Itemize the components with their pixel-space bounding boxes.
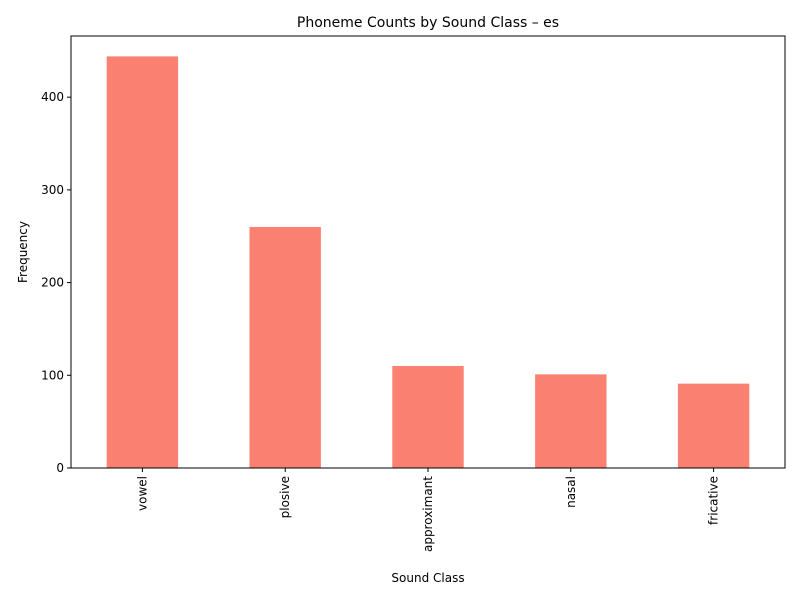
- bar-vowel: [106, 56, 179, 469]
- bar-approximant: [392, 366, 464, 468]
- bar-plosive: [249, 226, 321, 468]
- bar-fricative: [677, 383, 750, 468]
- y-tick-label: 200: [41, 276, 64, 290]
- y-tick-label: 400: [41, 90, 64, 104]
- x-axis-ticks: vowel plosive approximant nasal fricative: [135, 468, 721, 552]
- x-tick-label: nasal: [564, 476, 578, 508]
- x-tick-label: approximant: [421, 476, 435, 552]
- x-tick-label: vowel: [135, 476, 149, 511]
- y-axis-label: Frequency: [16, 221, 30, 283]
- bar-nasal: [535, 374, 607, 468]
- y-axis-ticks: 0 100 200 300 400: [41, 90, 71, 475]
- plot-frame: [70, 35, 786, 469]
- y-tick-label: 100: [41, 368, 64, 382]
- bars-group: [106, 56, 750, 469]
- y-tick-label: 300: [41, 183, 64, 197]
- x-tick-label: fricative: [707, 476, 721, 525]
- y-tick-label: 0: [56, 461, 64, 475]
- chart-title: Phoneme Counts by Sound Class – es: [297, 15, 559, 31]
- x-tick-label: plosive: [278, 476, 292, 518]
- x-axis-label: Sound Class: [391, 571, 464, 585]
